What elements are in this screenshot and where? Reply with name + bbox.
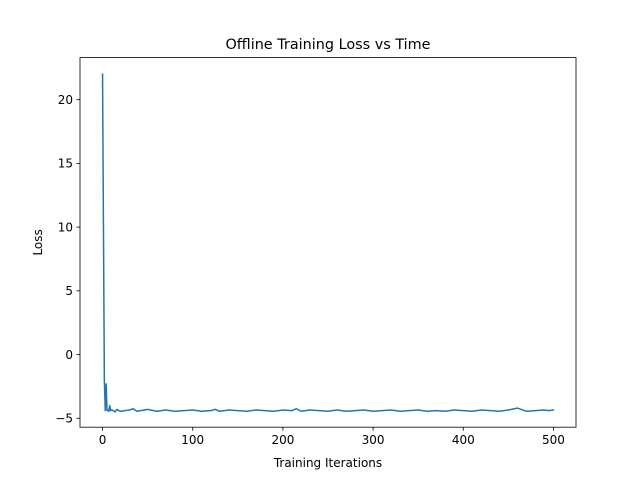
chart-title: Offline Training Loss vs Time	[225, 37, 430, 53]
x-tick-label: 300	[362, 433, 385, 447]
y-axis-label: Loss	[31, 229, 45, 255]
y-tick-label: −5	[55, 412, 73, 426]
x-axis-label: Training Iterations	[273, 456, 382, 470]
y-tick-label: 10	[58, 220, 73, 234]
loss-series-line	[101, 73, 555, 413]
y-tick-label: 15	[58, 157, 73, 171]
x-tick-label: 500	[542, 433, 565, 447]
y-tick-label: 5	[65, 284, 73, 298]
y-tick-label: 0	[65, 348, 73, 362]
y-tick-label: 20	[58, 93, 73, 107]
x-tick-label: 400	[452, 433, 475, 447]
plot-area	[101, 73, 555, 413]
x-tick-label: 0	[99, 433, 107, 447]
ticks: 0 100 200 300 400 500 −5 0 5 10 15 20	[55, 93, 565, 447]
x-tick-label: 200	[271, 433, 294, 447]
axes-frame	[79, 57, 577, 428]
x-tick-label: 100	[181, 433, 204, 447]
